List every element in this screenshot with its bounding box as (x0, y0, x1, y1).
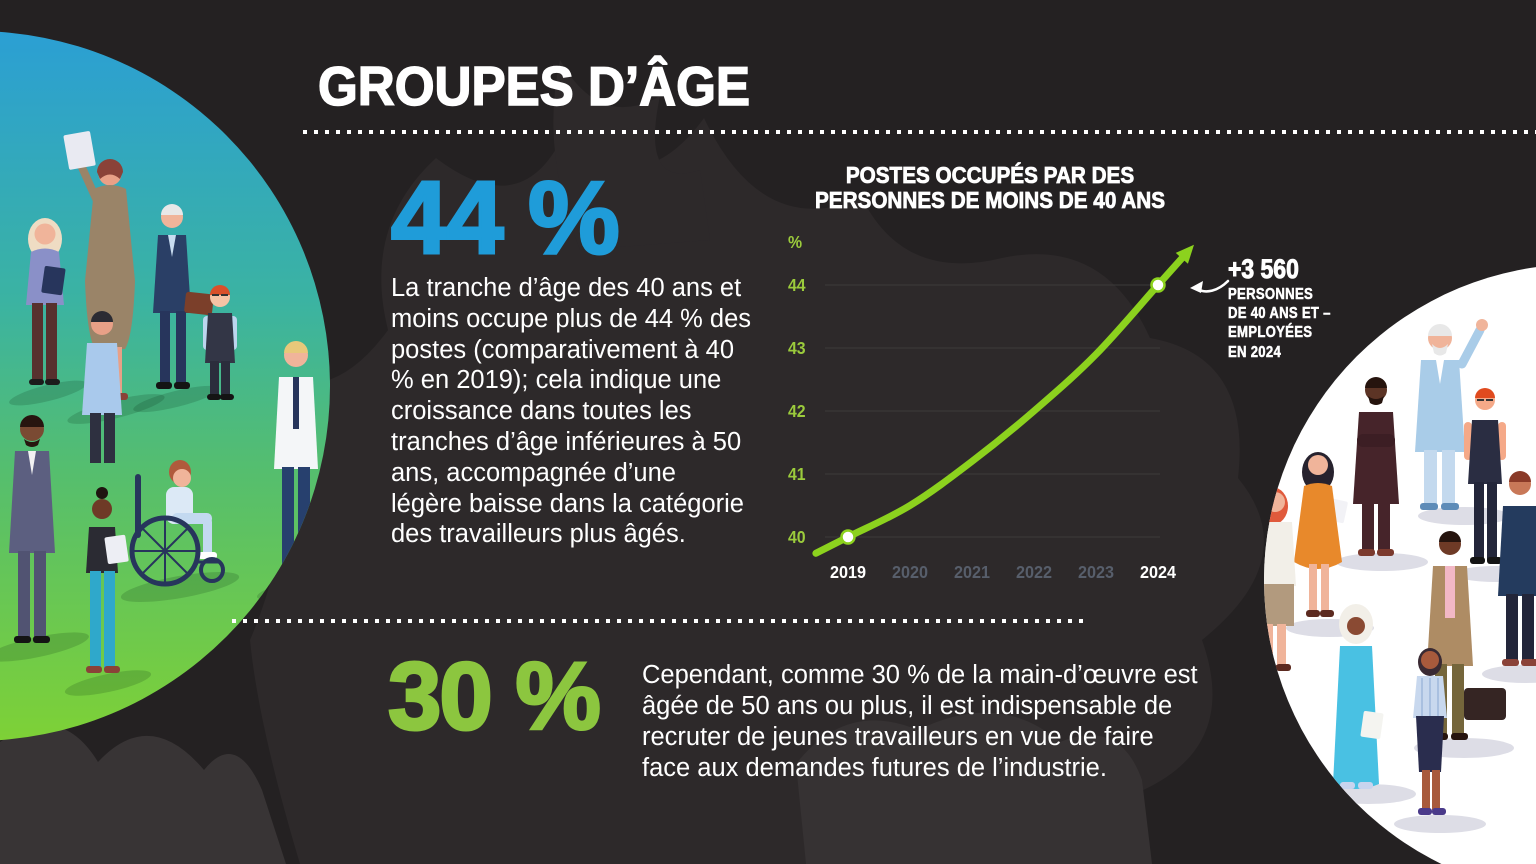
person-illustration (1353, 377, 1399, 556)
person-illustration (129, 460, 225, 587)
chart-title-line2: PERSONNES DE MOINS DE 40 ANS (814, 186, 1166, 213)
svg-text:41: 41 (788, 464, 806, 484)
svg-text:42: 42 (788, 401, 806, 421)
person-illustration (153, 204, 214, 389)
svg-text:2023: 2023 (1078, 562, 1114, 582)
dotted-separator-top (303, 130, 1536, 134)
annotation-line: DE 40 ANS ET – (1228, 305, 1331, 323)
svg-text:%: % (788, 232, 802, 252)
annotation-headline: +3 560 (1228, 254, 1300, 285)
person-illustration (1415, 319, 1488, 510)
right-people-illustration (1264, 319, 1536, 833)
annotation-line: EMPLOYÉES (1228, 324, 1313, 342)
stat-44-text: La tranche d’âge des 40 ans et moins occ… (391, 274, 752, 549)
person-illustration (1294, 452, 1348, 617)
svg-text:2021: 2021 (954, 562, 990, 582)
stat-44-value: 44 % (390, 160, 622, 275)
person-illustration (203, 285, 237, 400)
person-illustration (86, 487, 129, 673)
person-illustration (1464, 388, 1506, 564)
annotation-line: PERSONNES (1228, 286, 1314, 304)
svg-text:44: 44 (788, 275, 806, 295)
age-chart-plot: 40 41 42 43 44% 2019 2020 2021 2022 2023 2024 (788, 232, 1195, 582)
person-illustration (1333, 604, 1384, 789)
chart-annotation: +3 560 PERSONNES DE 40 ANS ET – EMPLOYÉE… (1228, 253, 1331, 362)
dotted-separator-middle (232, 619, 1090, 623)
svg-text:2019: 2019 (830, 562, 866, 582)
person-illustration (9, 415, 55, 643)
svg-text:2020: 2020 (892, 562, 928, 582)
person-illustration (1413, 648, 1447, 815)
svg-text:2024: 2024 (1140, 562, 1176, 582)
chart-title-line1: POSTES OCCUPÉS PAR DES (845, 162, 1135, 188)
person-illustration (82, 311, 122, 463)
svg-text:40: 40 (788, 527, 806, 547)
svg-text:2022: 2022 (1016, 562, 1052, 582)
annotation-line: EN 2024 (1228, 343, 1282, 361)
person-illustration (26, 218, 66, 385)
stat-30-value: 30 % (387, 643, 603, 750)
chart-title: POSTES OCCUPÉS PAR DES PERSONNES DE MOIN… (801, 163, 1179, 212)
annotation-arrow-icon (1190, 279, 1230, 293)
stat-30-text: Cependant, comme 30 % de la main-d’œuvre… (642, 661, 1198, 782)
page-title: GROUPES D’ÂGE (317, 54, 751, 118)
svg-text:43: 43 (788, 338, 806, 358)
person-illustration (1498, 471, 1536, 666)
